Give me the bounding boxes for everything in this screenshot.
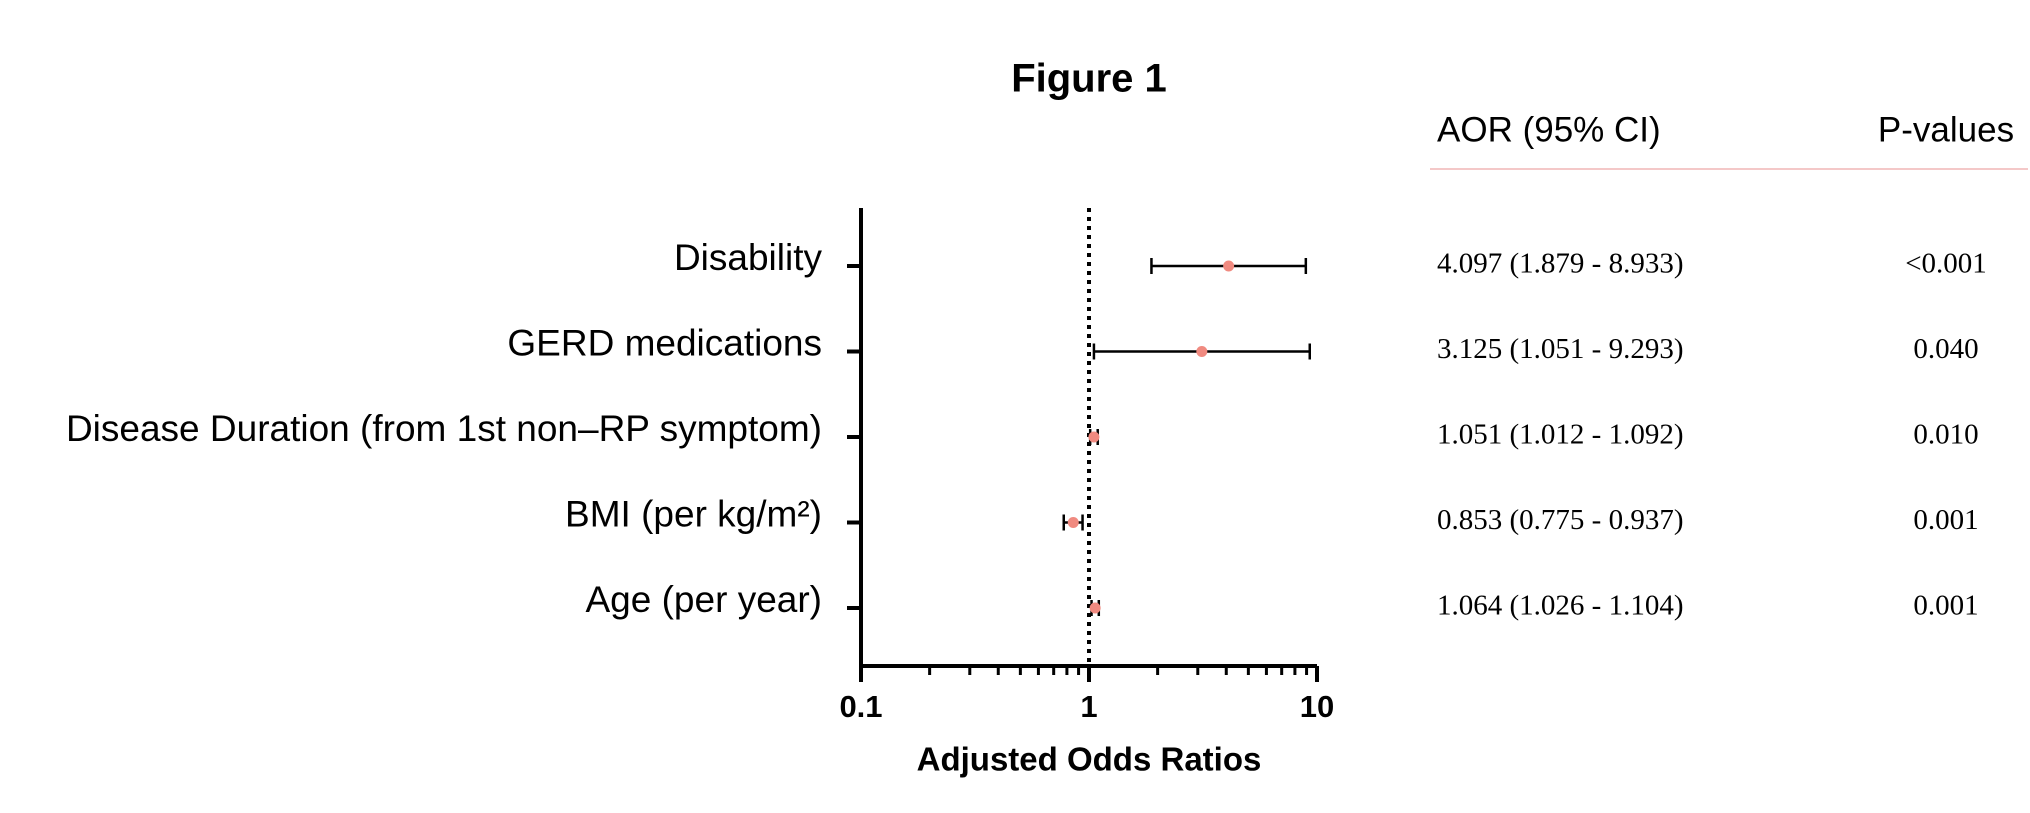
point	[1089, 602, 1101, 614]
aor-label: 4.097 (1.879 - 8.933)	[1437, 248, 1683, 280]
aor-label: 0.853 (0.775 - 0.937)	[1437, 504, 1683, 536]
p-value: <0.001	[1905, 248, 1987, 280]
point	[1088, 431, 1100, 443]
p-value: 0.010	[1913, 419, 1978, 451]
chart-title: Figure 1	[1011, 57, 1167, 101]
table-header: AOR (95% CI)	[1437, 110, 1661, 149]
category-label: GERD medications	[507, 322, 822, 363]
x-tick-label: 0.1	[839, 689, 882, 724]
category-label: BMI (per kg/m²)	[565, 493, 822, 534]
category-label: Disability	[674, 237, 823, 278]
point	[1223, 260, 1235, 272]
p-value: 0.001	[1913, 504, 1978, 536]
table-header: P-values	[1878, 110, 2014, 149]
point	[1067, 517, 1079, 528]
p-value: 0.001	[1913, 590, 1978, 622]
category-label: Age (per year)	[586, 579, 823, 620]
x-axis-label: Adjusted Odds Ratios	[917, 741, 1262, 778]
x-tick-label: 10	[1300, 689, 1334, 724]
category-label: Disease Duration (from 1st non–RP sympto…	[66, 408, 822, 449]
p-value: 0.040	[1913, 333, 1978, 365]
x-tick-label: 1	[1080, 689, 1097, 724]
aor-label: 1.064 (1.026 - 1.104)	[1437, 590, 1683, 622]
point	[1196, 346, 1208, 357]
aor-label: 1.051 (1.012 - 1.092)	[1437, 419, 1683, 451]
aor-label: 3.125 (1.051 - 9.293)	[1437, 333, 1683, 365]
